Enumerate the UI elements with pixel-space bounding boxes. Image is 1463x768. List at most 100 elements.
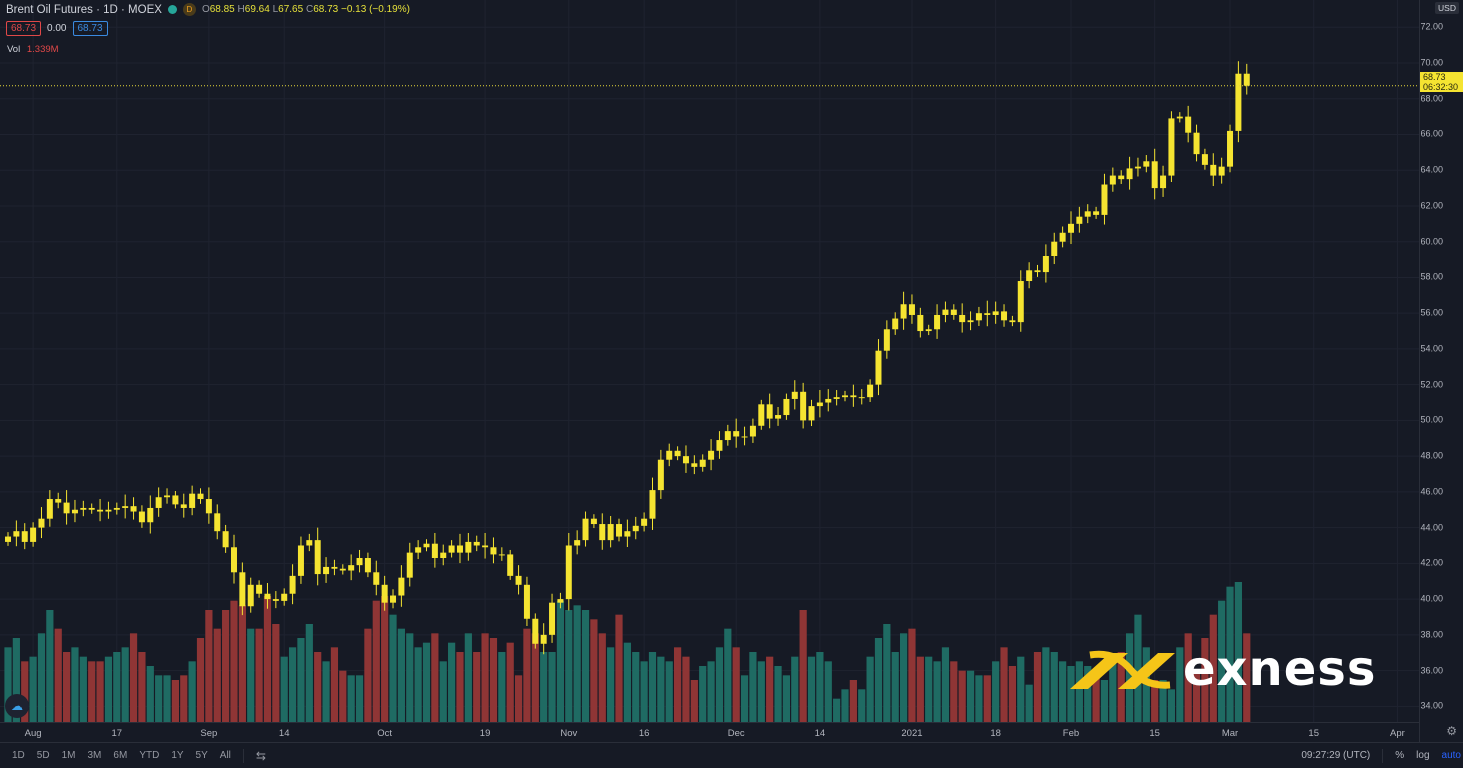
percent-scale-toggle[interactable]: % (1395, 750, 1405, 761)
time-tick: Aug (24, 728, 42, 739)
timeframe-5y[interactable]: 5Y (195, 750, 208, 761)
candle-body (222, 531, 229, 548)
candle-body (205, 499, 212, 514)
exness-logo: exness (1070, 640, 1376, 698)
volume-bar (950, 661, 958, 722)
candle-body (490, 547, 497, 555)
volume-bar (263, 596, 272, 722)
volume-bar (1008, 666, 1016, 722)
volume-bar (364, 628, 372, 722)
ohlc-values: O68.85 H69.64 L67.65 C68.73 −0.13 (−0.19… (201, 4, 410, 15)
volume-bar (866, 656, 874, 722)
clock[interactable]: 09:27:29 (UTC) (1301, 750, 1371, 761)
candle-body (1227, 130, 1234, 167)
volume-bar (548, 652, 556, 722)
candle-body (942, 309, 949, 315)
divider (242, 748, 244, 763)
volume-indicator-icon[interactable]: ☁ (5, 694, 29, 718)
candle-body (448, 545, 455, 553)
candle-body (1093, 211, 1100, 215)
candle-body (632, 525, 639, 532)
candle-body (1235, 73, 1242, 131)
candle-body (908, 304, 915, 315)
timeframe-5d[interactable]: 5D (36, 750, 50, 761)
candle-body (540, 634, 547, 644)
volume-bar (506, 642, 514, 722)
volume-bar (724, 628, 732, 722)
candle-body (741, 436, 748, 438)
candle-body (749, 425, 756, 437)
volume-bar (598, 633, 606, 722)
candle-body (1118, 175, 1125, 180)
candle-body (13, 531, 20, 537)
timeframe-1d[interactable]: 1D (12, 750, 25, 761)
candle-body (1084, 211, 1091, 217)
last-price-tag: 68.73 06:32:30 (1420, 72, 1463, 92)
candle-body (214, 513, 221, 532)
price-tick: 42.00 (1420, 557, 1443, 568)
date-range-icon[interactable]: ⇆ (255, 748, 266, 763)
candle-body (808, 406, 815, 421)
volume-bar (899, 633, 908, 722)
time-tick: 15 (1308, 728, 1320, 739)
volume-bar (849, 680, 857, 722)
time-tick: 14 (278, 728, 290, 739)
volume-bar (975, 675, 983, 722)
time-tick: Dec (727, 728, 745, 739)
timeframe-all[interactable]: All (219, 750, 231, 761)
candle-body (272, 599, 279, 601)
candle-body (833, 397, 840, 399)
volume-bar (1209, 614, 1217, 722)
candle-body (1101, 184, 1108, 215)
volume-bar (941, 647, 950, 722)
candle-body (1076, 216, 1083, 224)
exness-wordmark: exness (1183, 641, 1377, 697)
candle-body (716, 440, 723, 451)
volume-bar (171, 680, 179, 722)
candle-body (314, 540, 321, 575)
currency-label[interactable]: USD (1435, 2, 1459, 14)
volume-bar (163, 675, 171, 722)
volume-bar (590, 619, 598, 722)
candle-body (431, 543, 438, 558)
candle-body (1042, 255, 1049, 273)
candle-body (331, 566, 338, 569)
volume-bar (623, 642, 631, 722)
volume-bar (665, 661, 673, 722)
time-tick: 18 (990, 728, 1001, 739)
auto-scale-toggle[interactable]: auto (1441, 750, 1461, 761)
sell-price-button[interactable]: 68.73 (6, 21, 42, 36)
candle-body (406, 552, 413, 578)
timeframe-6m[interactable]: 6M (113, 750, 128, 761)
candle-body (390, 595, 397, 603)
volume-bar (88, 661, 96, 722)
volume-bar (514, 675, 523, 722)
timeframe-1m[interactable]: 1M (61, 750, 76, 761)
volume-bar (992, 661, 1000, 722)
volume-bar (372, 600, 380, 722)
price-chart[interactable] (0, 0, 1420, 722)
candle-body (1201, 154, 1208, 165)
timeframe-ytd[interactable]: YTD (139, 750, 160, 761)
candle-body (465, 541, 472, 553)
symbol-title[interactable]: Brent Oil Futures · 1D · MOEX (6, 3, 162, 16)
price-tick: 72.00 (1420, 21, 1443, 32)
price-tick: 58.00 (1420, 271, 1443, 282)
price-tick: 54.00 (1420, 343, 1443, 354)
time-axis[interactable]: Aug 17 Sep 14 Oct 19 Nov 16 Dec 14 2021 18 Feb 15 Mar 1… (0, 722, 1420, 742)
candle-body (1109, 175, 1116, 185)
timeframe-1y[interactable]: 1Y (171, 750, 184, 761)
candle-body (599, 524, 606, 541)
buy-price-button[interactable]: 68.73 (72, 21, 108, 36)
price-axis[interactable]: USD 34.00 36.00 38.00 40.00 42.00 44.00 46.00 4… (1419, 0, 1463, 742)
volume-bar (1084, 666, 1092, 722)
volume-bar (648, 652, 657, 722)
volume-bar (874, 638, 883, 722)
settings-gear-icon[interactable]: ⚙ (1446, 724, 1457, 738)
volume-value: 1.339M (26, 44, 59, 55)
candle-body (708, 450, 715, 460)
timeframe-3m[interactable]: 3M (87, 750, 102, 761)
log-scale-toggle[interactable]: log (1416, 750, 1430, 761)
volume-bar (740, 675, 749, 722)
volume-bar (146, 666, 154, 722)
